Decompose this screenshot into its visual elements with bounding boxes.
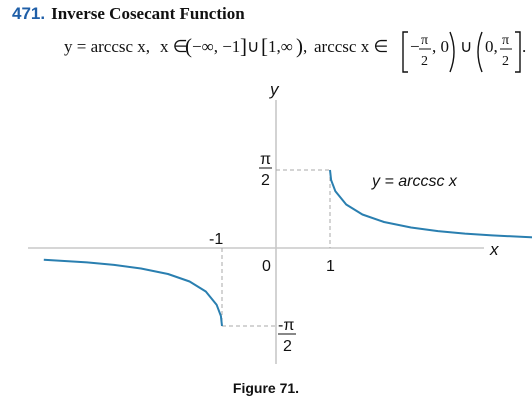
function-definition: y = arccsc x, x ∈ ( −∞, −1 ] ∪ [ 1,∞ ) ,… [64, 31, 526, 73]
x-axis-label: x [489, 240, 499, 259]
formula-bracket-close: ] [240, 34, 247, 58]
y-axis-label: y [269, 80, 280, 99]
range-bracket-open [402, 31, 408, 73]
range-minus: − [410, 37, 420, 56]
range-pi-2: π [502, 33, 509, 48]
figure-caption: Figure 71. [232, 380, 300, 396]
formula-comma: , [303, 37, 307, 56]
formula-lhs: y = arccsc x, [64, 37, 150, 56]
formula-range-label: arccsc x ∈ [314, 37, 388, 56]
range-bracket-close [515, 31, 521, 73]
range-pi-1: π [421, 33, 428, 48]
x-tick-label-one: 1 [326, 258, 335, 275]
range-two-1: 2 [421, 54, 428, 69]
formula-x-in: x ∈ [160, 37, 188, 56]
curve-left-branch [43, 258, 223, 327]
x-tick-label-minus-one: -1 [209, 231, 223, 248]
formula-domain-right: 1,∞ [268, 37, 293, 56]
section-heading: 471. Inverse Cosecant Function [12, 4, 245, 24]
formula-union-1: ∪ [247, 37, 259, 56]
formula-union-2: ∪ [460, 37, 472, 56]
formula-paren-open: ( [185, 34, 192, 58]
formula-bracket-open: [ [261, 34, 268, 58]
range-zero-comma: 0, [485, 37, 498, 56]
y-tick-bottom-numerator: -π [278, 317, 294, 334]
formula-domain-left: −∞, −1 [192, 37, 240, 56]
y-tick-bottom-denominator: 2 [283, 338, 292, 355]
origin-label: 0 [262, 258, 271, 275]
range-paren-close [449, 31, 455, 73]
series-label: y = arccsc x [371, 173, 458, 190]
range-two-2: 2 [502, 54, 509, 69]
section-title: Inverse Cosecant Function [51, 4, 245, 23]
section-number: 471. [12, 4, 46, 23]
range-comma-zero: , 0 [432, 37, 449, 56]
range-paren-open [477, 31, 483, 73]
formula-paren-close: ) [296, 34, 303, 58]
y-tick-top-denominator: 2 [261, 172, 270, 189]
y-tick-top-numerator: π [260, 151, 271, 168]
curve-right-branch [329, 169, 532, 239]
formula-period: . [522, 37, 526, 56]
